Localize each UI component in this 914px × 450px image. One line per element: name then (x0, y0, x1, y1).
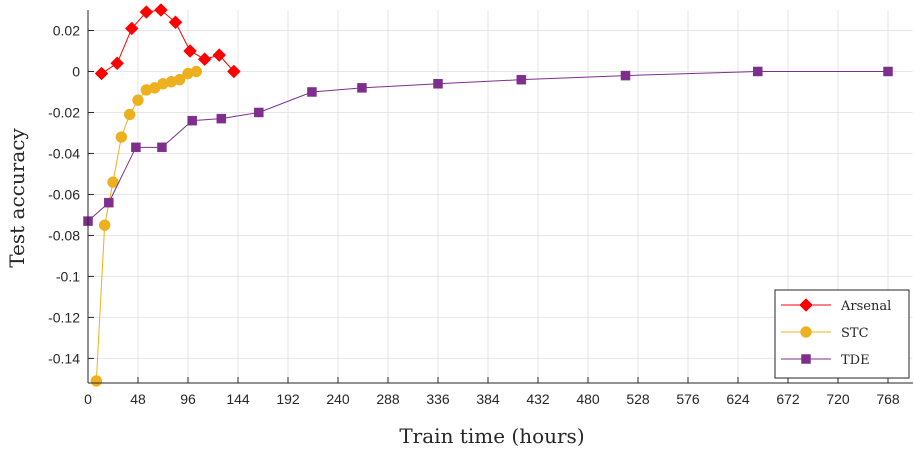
data-point-arsenal (110, 56, 125, 71)
legend-label-arsenal: Arsenal (840, 299, 891, 314)
y-tick-label: -0.04 (48, 145, 80, 161)
x-tick-label: 480 (576, 391, 600, 407)
data-point-arsenal (124, 21, 139, 36)
data-point-arsenal (139, 5, 154, 19)
x-tick-label: 720 (826, 391, 850, 407)
x-tick-label: 48 (130, 391, 146, 407)
legend-marker-stc (800, 326, 812, 338)
data-point-tde (307, 87, 317, 97)
axes (87, 10, 913, 384)
x-tick-label: 768 (876, 391, 900, 407)
legend-marker-arsenal (799, 298, 813, 312)
x-tick-label: 192 (276, 391, 300, 407)
legend-label-tde: TDE (841, 353, 870, 368)
y-tick-label: -0.14 (48, 350, 80, 366)
y-tick-label: 0.02 (53, 22, 80, 38)
series-arsenal (94, 3, 241, 81)
data-point-stc (173, 73, 186, 86)
y-tick-label: 0 (72, 63, 80, 79)
data-point-tde (104, 197, 114, 208)
data-point-tde (753, 66, 763, 77)
x-tick-label: 336 (426, 391, 450, 407)
y-tick-label: -0.08 (48, 227, 80, 243)
data-point-stc (132, 94, 144, 106)
y-tick-label: -0.1 (56, 268, 80, 284)
x-tick-label: 0 (84, 391, 92, 407)
y-tick-label: -0.12 (48, 309, 80, 325)
data-point-tde (157, 142, 167, 153)
series-tde (83, 66, 893, 226)
data-point-tde (187, 115, 197, 126)
data-point-tde (516, 74, 527, 85)
data-point-stc (123, 108, 136, 121)
grid (87, 10, 913, 383)
series-line-stc (95, 70, 197, 381)
x-tick-label: 240 (326, 391, 350, 407)
data-point-arsenal (154, 3, 168, 17)
data-point-tde (883, 66, 893, 77)
x-axis-title: Train time (hours) (399, 424, 584, 448)
data-point-arsenal (168, 15, 183, 30)
series-layer (83, 3, 893, 387)
data-point-tde (620, 70, 631, 81)
series-stc (90, 65, 203, 387)
data-point-arsenal (212, 48, 227, 62)
data-point-stc (98, 219, 111, 231)
legend: Arsenal STC TDE (774, 289, 910, 379)
data-point-tde (216, 113, 227, 124)
y-axis-title: Test accuracy (5, 128, 29, 268)
data-point-arsenal (94, 66, 109, 81)
legend-label-stc: STC (841, 326, 869, 341)
x-tick-label: 384 (476, 391, 500, 407)
data-point-tde (254, 107, 264, 118)
data-point-stc (115, 131, 128, 143)
data-point-tde (357, 83, 367, 93)
x-tick-label: 672 (776, 391, 800, 407)
data-point-stc (90, 375, 103, 387)
data-point-arsenal (226, 64, 241, 79)
x-tick-label: 432 (526, 391, 550, 407)
data-point-tde (131, 142, 141, 153)
data-point-stc (190, 65, 203, 78)
legend-marker-tde (801, 354, 811, 364)
data-point-arsenal (183, 44, 197, 58)
y-tick-label: -0.06 (48, 186, 80, 202)
x-tick-label: 624 (726, 391, 750, 407)
x-tick-label: 576 (676, 391, 700, 407)
x-tick-label: 528 (626, 391, 650, 407)
series-line-arsenal (101, 9, 235, 74)
x-tick-label: 96 (180, 391, 196, 407)
x-tick-label: 288 (376, 391, 400, 407)
tick-labels: 0 48 96 144 192 240 288 336 384 432 480 528 576 624 67… (48, 22, 900, 407)
data-point-arsenal (197, 52, 212, 67)
y-tick-label: -0.02 (48, 104, 80, 120)
data-point-tde (433, 79, 443, 89)
x-tick-label: 144 (226, 391, 250, 407)
